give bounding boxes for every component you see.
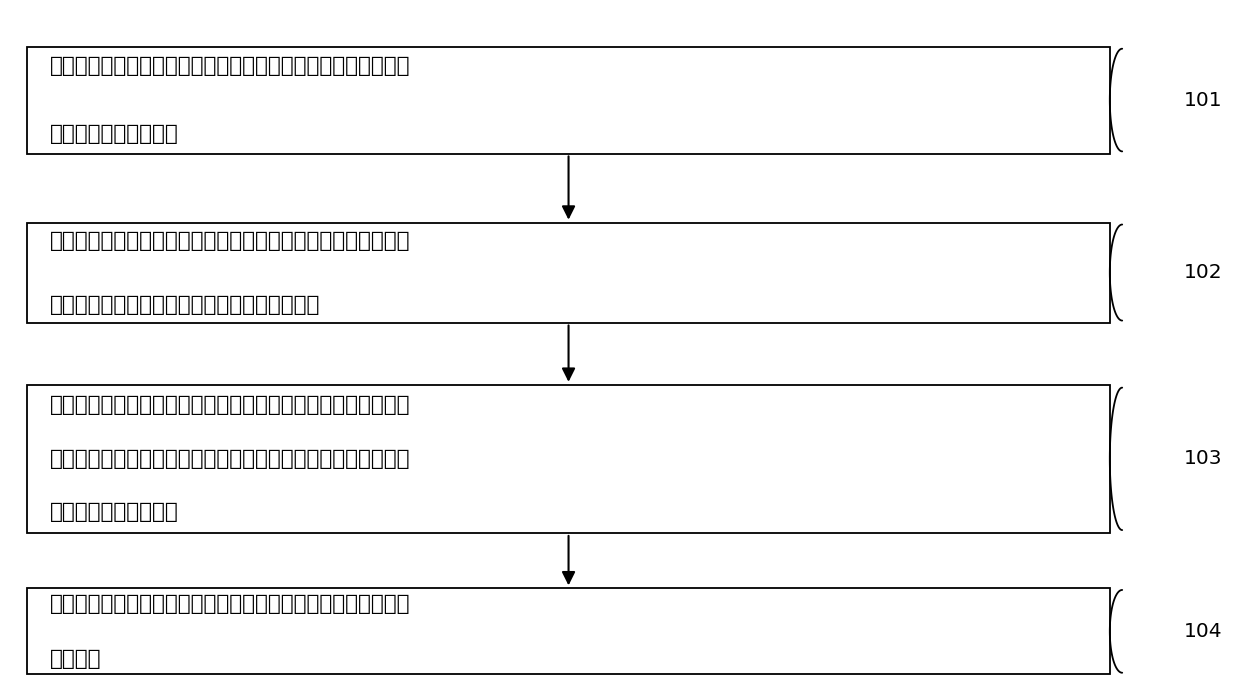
Text: 通过主进程读取输入文件的路径，将读取的路径广播给子进程，: 通过主进程读取输入文件的路径，将读取的路径广播给子进程， — [50, 230, 410, 250]
Text: 101: 101 — [1184, 90, 1223, 110]
Text: 各进程的性能分析文件: 各进程的性能分析文件 — [50, 502, 179, 522]
Text: 息，并根据读取的参数信息对相应的燃料棒进行性能分析，输出: 息，并根据读取的参数信息对相应的燃料棒进行性能分析，输出 — [50, 449, 410, 469]
Text: 104: 104 — [1184, 622, 1223, 641]
Text: 其中，输入文件包括：若干根燃料棒的参数信息: 其中，输入文件包括：若干根燃料棒的参数信息 — [50, 295, 320, 315]
Text: 析文件中: 析文件中 — [50, 649, 102, 669]
Text: 各进程根据接收到的路径读取相应燃料棒在输入文件中的参数信: 各进程根据接收到的路径读取相应燃料棒在输入文件中的参数信 — [50, 395, 410, 415]
Text: 103: 103 — [1184, 449, 1223, 469]
Bar — [27, 222, 1110, 323]
Text: 包括：主进程和子进程: 包括：主进程和子进程 — [50, 124, 179, 144]
Text: 102: 102 — [1184, 263, 1223, 282]
Text: 主进程读取所有进程的性能分析文件，并将其写到同一个性能分: 主进程读取所有进程的性能分析文件，并将其写到同一个性能分 — [50, 594, 410, 613]
Bar — [27, 588, 1110, 675]
Bar — [27, 385, 1110, 533]
Text: 分配进程，每个进程用于进行单根燃料棒的性能分析，所述进程: 分配进程，每个进程用于进行单根燃料棒的性能分析，所述进程 — [50, 56, 410, 76]
Bar — [27, 46, 1110, 153]
